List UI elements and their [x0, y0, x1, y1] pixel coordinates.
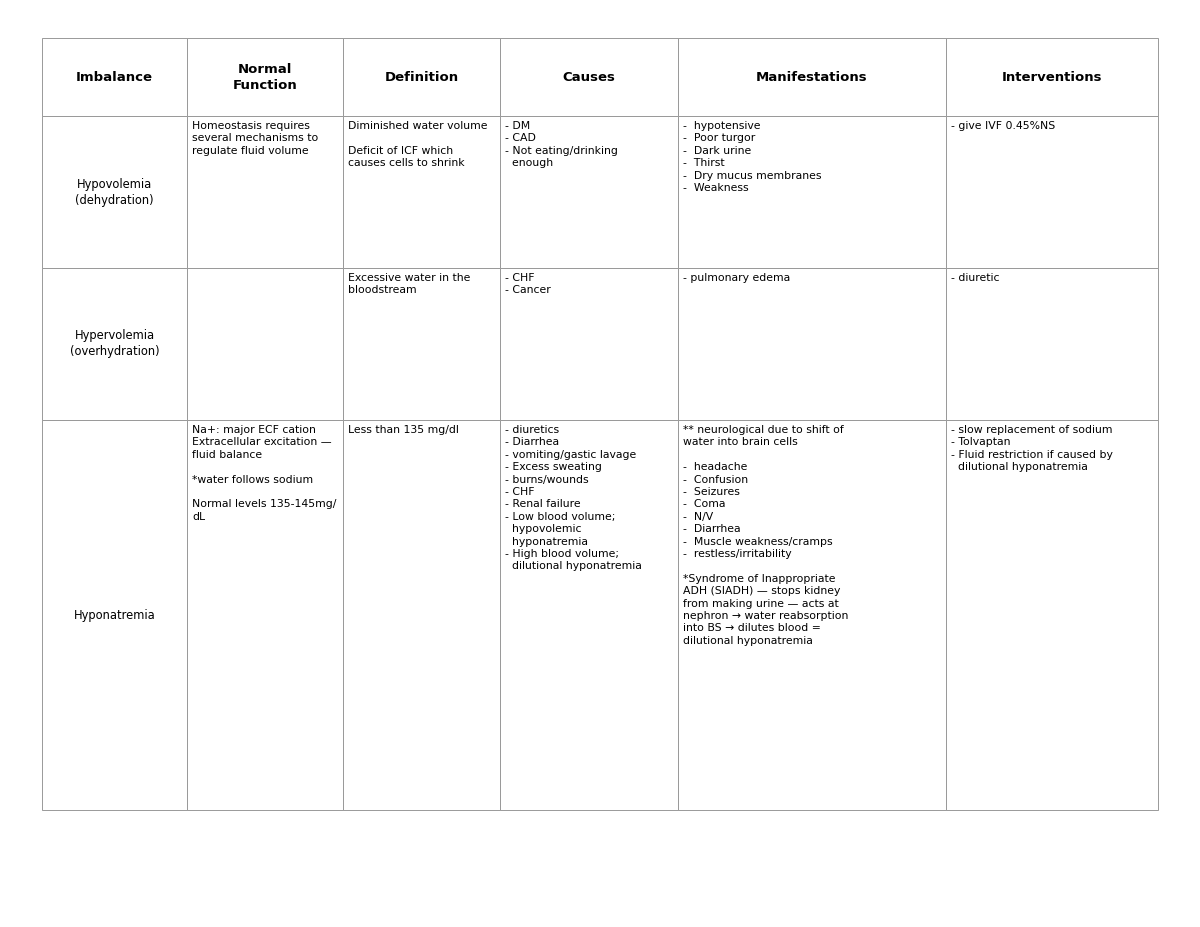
- Text: -  hypotensive
-  Poor turgor
-  Dark urine
-  Thirst
-  Dry mucus membranes
-  : - hypotensive - Poor turgor - Dark urine…: [683, 121, 822, 193]
- Bar: [187, 116, 343, 268]
- Text: - diuretics
- Diarrhea
- vomiting/gastic lavage
- Excess sweating
- burns/wounds: - diuretics - Diarrhea - vomiting/gastic…: [504, 425, 642, 571]
- Text: - DM
- CAD
- Not eating/drinking
  enough: - DM - CAD - Not eating/drinking enough: [504, 121, 618, 168]
- Bar: [187, 38, 343, 116]
- Bar: [343, 268, 499, 420]
- Bar: [42, 420, 187, 810]
- Bar: [499, 116, 678, 268]
- Text: - give IVF 0.45%NS: - give IVF 0.45%NS: [950, 121, 1055, 131]
- Bar: [187, 268, 343, 420]
- Bar: [42, 268, 187, 420]
- Text: - diuretic: - diuretic: [950, 273, 1000, 283]
- Text: Manifestations: Manifestations: [756, 70, 868, 83]
- Text: Homeostasis requires
several mechanisms to
regulate fluid volume: Homeostasis requires several mechanisms …: [192, 121, 318, 156]
- Text: Normal
Function: Normal Function: [233, 62, 298, 92]
- Text: Interventions: Interventions: [1002, 70, 1103, 83]
- Bar: [343, 116, 499, 268]
- Text: Hypervolemia
(overhydration): Hypervolemia (overhydration): [70, 329, 160, 359]
- Bar: [678, 38, 946, 116]
- Text: ** neurological due to shift of
water into brain cells

-  headache
-  Confusion: ** neurological due to shift of water in…: [683, 425, 848, 646]
- Text: Excessive water in the
bloodstream: Excessive water in the bloodstream: [348, 273, 470, 296]
- Bar: [187, 420, 343, 810]
- Text: Hyponatremia: Hyponatremia: [73, 608, 156, 621]
- Text: Na+: major ECF cation
Extracellular excitation —
fluid balance

*water follows s: Na+: major ECF cation Extracellular exci…: [192, 425, 336, 522]
- Bar: [42, 116, 187, 268]
- Text: - slow replacement of sodium
- Tolvaptan
- Fluid restriction if caused by
  dilu: - slow replacement of sodium - Tolvaptan…: [950, 425, 1112, 472]
- Bar: [946, 420, 1158, 810]
- Bar: [678, 268, 946, 420]
- Bar: [343, 38, 499, 116]
- Bar: [42, 38, 187, 116]
- Bar: [499, 268, 678, 420]
- Bar: [678, 116, 946, 268]
- Bar: [499, 38, 678, 116]
- Bar: [946, 268, 1158, 420]
- Text: Imbalance: Imbalance: [76, 70, 154, 83]
- Bar: [343, 420, 499, 810]
- Text: Diminished water volume

Deficit of ICF which
causes cells to shrink: Diminished water volume Deficit of ICF w…: [348, 121, 488, 168]
- Text: Less than 135 mg/dl: Less than 135 mg/dl: [348, 425, 460, 435]
- Text: Hypovolemia
(dehydration): Hypovolemia (dehydration): [76, 177, 154, 207]
- Text: Causes: Causes: [563, 70, 616, 83]
- Text: - CHF
- Cancer: - CHF - Cancer: [504, 273, 551, 296]
- Text: Definition: Definition: [384, 70, 458, 83]
- Bar: [946, 38, 1158, 116]
- Text: - pulmonary edema: - pulmonary edema: [683, 273, 791, 283]
- Bar: [678, 420, 946, 810]
- Bar: [946, 116, 1158, 268]
- Bar: [499, 420, 678, 810]
